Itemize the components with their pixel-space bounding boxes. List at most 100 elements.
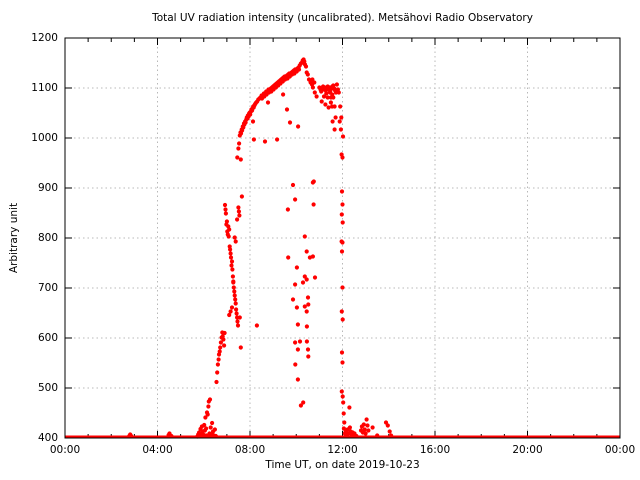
data-point	[341, 400, 346, 405]
data-point	[312, 275, 318, 280]
data-point	[301, 400, 306, 405]
data-point	[235, 155, 240, 160]
data-point	[311, 202, 316, 207]
data-point	[340, 134, 346, 139]
data-point	[217, 349, 222, 354]
data-point	[298, 403, 303, 408]
data-point	[303, 64, 309, 69]
data-point	[339, 350, 345, 355]
data-point	[387, 429, 392, 434]
x-tick-label: 12:00	[327, 444, 358, 456]
data-point	[341, 411, 346, 416]
y-tick-label: 1100	[31, 82, 58, 94]
data-point	[169, 433, 174, 439]
data-point	[340, 394, 345, 399]
x-axis-label: Time UT, on date 2019-10-23	[265, 459, 420, 471]
data-point	[222, 343, 227, 348]
data-point	[235, 323, 241, 328]
y-tick-label: 800	[37, 232, 58, 244]
data-point	[330, 104, 335, 109]
data-point	[366, 428, 371, 433]
data-point	[342, 420, 347, 425]
data-point	[333, 115, 338, 120]
data-point	[204, 426, 209, 431]
data-point	[237, 315, 242, 320]
data-point	[305, 295, 311, 300]
data-point	[339, 249, 345, 254]
data-point	[290, 72, 295, 77]
data-point	[336, 90, 341, 95]
data-point	[286, 255, 291, 260]
data-point	[251, 137, 256, 142]
data-point	[275, 137, 280, 142]
data-point	[276, 83, 281, 88]
data-point	[204, 433, 209, 438]
data-point	[285, 207, 290, 212]
data-point	[280, 79, 285, 84]
x-tick-label: 20:00	[512, 444, 543, 456]
data-point	[365, 423, 370, 428]
data-point	[328, 95, 333, 100]
data-point	[222, 330, 227, 336]
data-point	[229, 263, 234, 268]
data-point	[210, 420, 215, 426]
data-point	[304, 324, 309, 329]
data-point	[334, 82, 339, 87]
data-point	[339, 189, 345, 194]
data-point	[340, 317, 345, 322]
data-point	[304, 249, 309, 254]
data-point	[235, 217, 240, 222]
data-point	[295, 347, 300, 352]
data-point	[237, 213, 242, 218]
data-point	[294, 305, 299, 310]
data-point	[223, 207, 228, 212]
data-point	[250, 119, 256, 124]
data-point	[324, 91, 329, 96]
data-point	[302, 274, 307, 279]
data-point	[233, 297, 238, 302]
data-point	[232, 293, 237, 298]
y-tick-label: 900	[37, 182, 58, 194]
data-point	[294, 69, 299, 74]
data-point	[304, 277, 309, 282]
data-point	[347, 405, 352, 410]
chart-title: Total UV radiation intensity (uncalibrat…	[152, 12, 533, 24]
y-tick-label: 400	[37, 432, 58, 444]
data-point	[338, 127, 343, 132]
data-point	[234, 307, 239, 312]
data-point	[328, 100, 333, 105]
data-point	[224, 219, 229, 224]
data-point	[389, 433, 394, 438]
data-point	[319, 99, 324, 104]
data-point	[230, 274, 235, 279]
x-tick-label: 08:00	[234, 444, 266, 456]
data-point	[254, 323, 259, 328]
data-point	[285, 76, 290, 81]
data-point	[206, 404, 211, 409]
data-point	[215, 370, 220, 375]
data-point	[231, 285, 236, 290]
y-tick-label: 1000	[31, 132, 58, 144]
data-point	[302, 234, 307, 239]
data-point	[230, 267, 235, 272]
data-point	[330, 119, 335, 124]
data-point	[312, 90, 317, 95]
data-point	[326, 105, 331, 110]
y-tick-label: 700	[37, 282, 58, 294]
y-tick-label: 600	[37, 332, 58, 344]
data-point	[229, 305, 235, 310]
data-point	[354, 433, 359, 439]
data-point	[208, 425, 213, 430]
data-point	[281, 92, 286, 97]
data-point	[310, 254, 315, 259]
data-point	[214, 379, 219, 385]
data-point	[228, 247, 233, 252]
data-point	[310, 77, 315, 82]
data-point	[236, 146, 241, 151]
data-point	[385, 423, 390, 428]
data-point	[236, 205, 241, 210]
data-point	[265, 100, 271, 105]
data-point	[293, 197, 298, 202]
